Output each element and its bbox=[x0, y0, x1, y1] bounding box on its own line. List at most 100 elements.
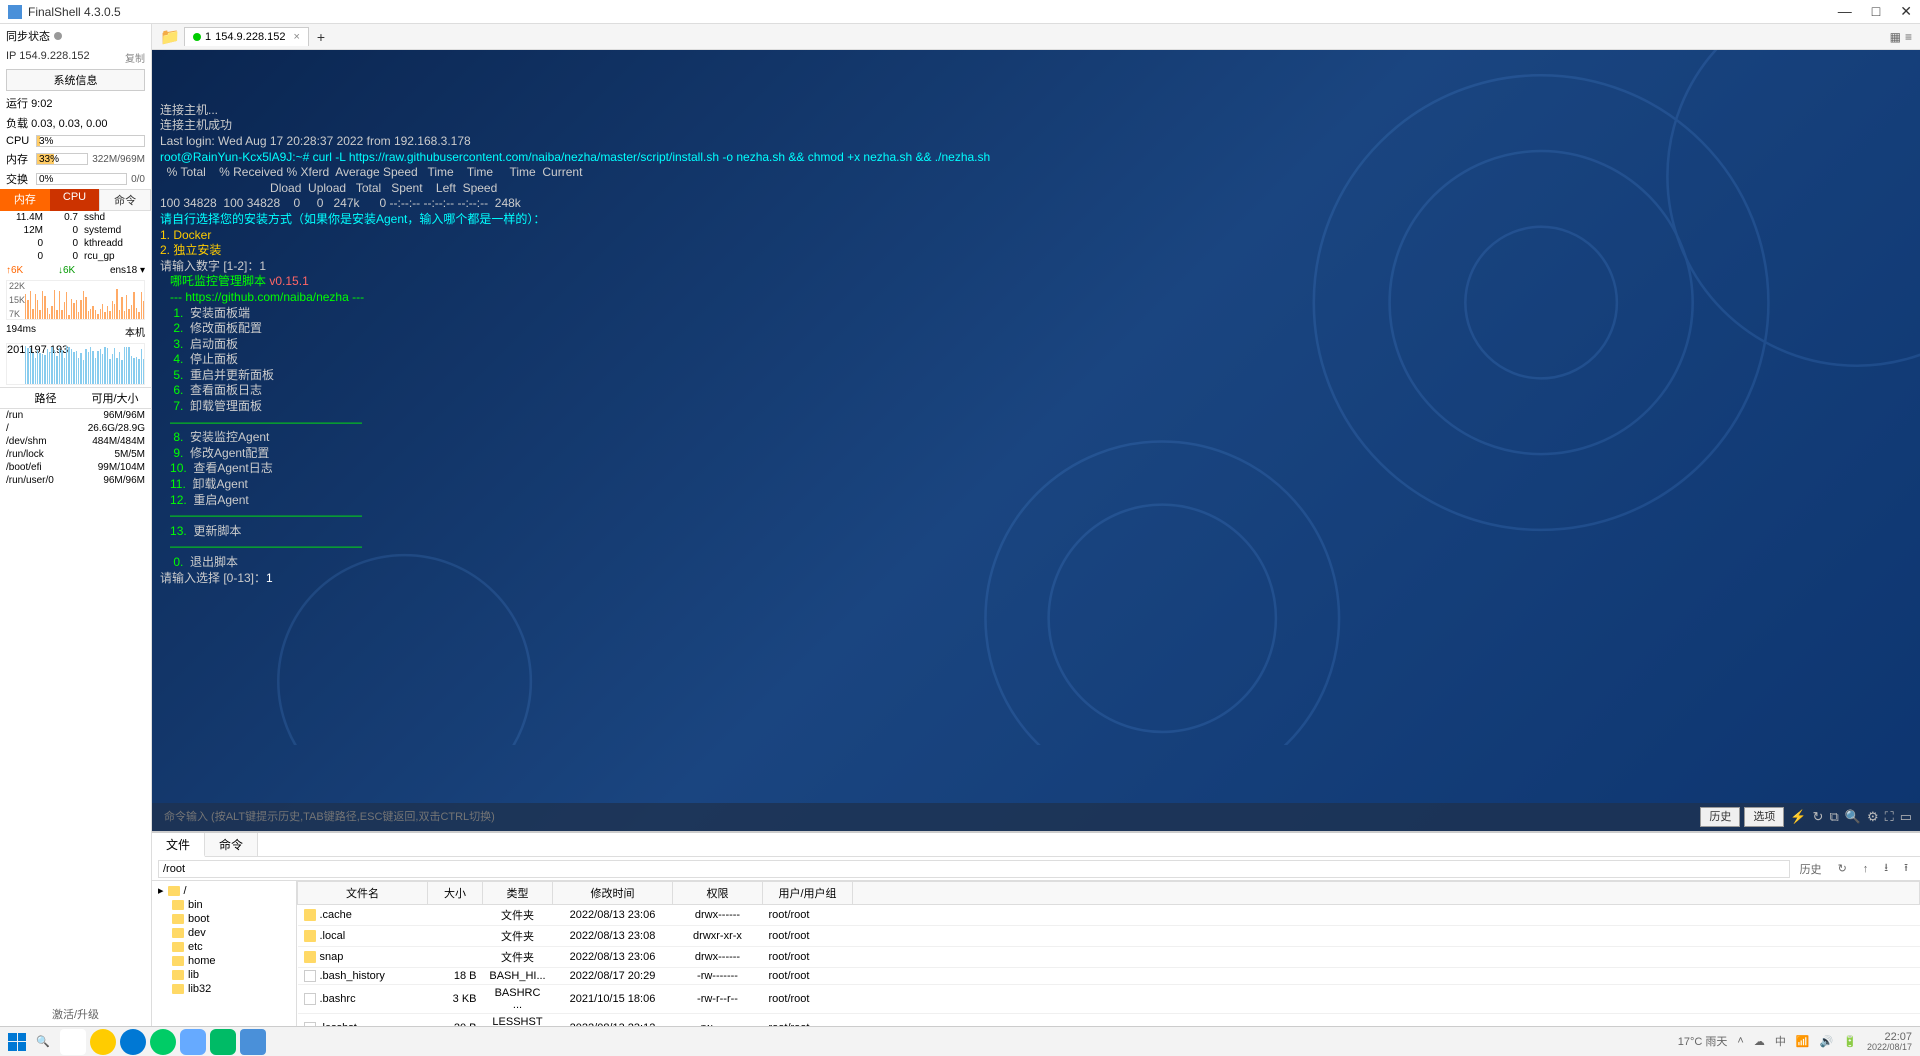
mem-bar: 33% bbox=[36, 153, 88, 165]
lightning-icon[interactable]: ⚡ bbox=[1790, 809, 1806, 826]
ime-icon[interactable]: 中 bbox=[1775, 1033, 1786, 1049]
cpu-row: CPU 3% bbox=[0, 133, 151, 149]
app-title: FinalShell 4.3.0.5 bbox=[28, 5, 121, 19]
history-button[interactable]: 历史 bbox=[1700, 807, 1740, 827]
download-icon[interactable]: ⭳ bbox=[1878, 857, 1894, 880]
uptime-row: 运行 9:02 bbox=[0, 93, 151, 113]
titlebar: FinalShell 4.3.0.5 — □ ✕ bbox=[0, 0, 1920, 24]
process-row[interactable]: 11.4M0.7sshd bbox=[0, 211, 151, 224]
tab-close-icon[interactable]: × bbox=[293, 31, 299, 43]
tab-commands[interactable]: 命令 bbox=[205, 833, 258, 856]
latency-header: 194ms 本机 bbox=[0, 322, 151, 341]
tab-cpu[interactable]: CPU bbox=[50, 189, 100, 211]
close-button[interactable]: ✕ bbox=[1900, 3, 1912, 20]
maximize-button[interactable]: □ bbox=[1872, 3, 1880, 20]
up-icon[interactable]: ↑ bbox=[1857, 861, 1875, 877]
col-perm[interactable]: 权限 bbox=[673, 882, 763, 905]
wifi-icon[interactable]: 📶 bbox=[1796, 1035, 1810, 1048]
file-row[interactable]: .cache文件夹2022/08/13 23:06drwx------root/… bbox=[298, 905, 1920, 926]
process-table: 11.4M0.7sshd12M0systemd00kthreadd00rcu_g… bbox=[0, 211, 151, 263]
onedrive-icon[interactable]: ☁ bbox=[1754, 1035, 1765, 1048]
folder-icon[interactable]: 📁 bbox=[158, 27, 182, 47]
search-icon[interactable]: 🔍 bbox=[1845, 809, 1861, 826]
file-row[interactable]: .bash_history18 BBASH_HI...2022/08/17 20… bbox=[298, 968, 1920, 985]
disk-row[interactable]: /run/user/096M/96M bbox=[0, 474, 151, 487]
col-type[interactable]: 类型 bbox=[483, 882, 553, 905]
process-row[interactable]: 00kthreadd bbox=[0, 237, 151, 250]
copy-link[interactable]: 复制 bbox=[125, 50, 145, 65]
command-bar: 历史 选项 ⚡ ↻ ⧉ 🔍 ⚙ ⛶ ▭ bbox=[152, 803, 1920, 831]
tab-label: 154.9.228.152 bbox=[215, 31, 285, 43]
bottom-panel: 文件 命令 /root 历史 ↻ ↑ ⭳ ⭱ ▸ / bin boot dev … bbox=[152, 831, 1920, 1026]
tree-item[interactable]: lib bbox=[158, 968, 290, 982]
taskbar-app-icon[interactable] bbox=[210, 1029, 236, 1055]
taskbar-app-icon[interactable] bbox=[90, 1029, 116, 1055]
copy-icon[interactable]: ⧉ bbox=[1829, 809, 1838, 826]
expand-icon[interactable]: ⛶ bbox=[1885, 809, 1894, 826]
file-row[interactable]: snap文件夹2022/08/13 23:06drwx------root/ro… bbox=[298, 947, 1920, 968]
tab-files[interactable]: 文件 bbox=[152, 833, 205, 857]
search-icon[interactable]: 🔍 bbox=[36, 1035, 50, 1048]
net-interface[interactable]: ens18 ▾ bbox=[110, 265, 145, 276]
ip-row: IP 154.9.228.152 复制 bbox=[0, 48, 151, 67]
edge-icon[interactable] bbox=[120, 1029, 146, 1055]
tray-chevron-icon[interactable]: ˄ bbox=[1737, 1035, 1743, 1047]
tree-item[interactable]: lib32 bbox=[158, 982, 290, 996]
refresh-icon[interactable]: ↻ bbox=[1832, 860, 1853, 877]
tree-item[interactable]: bin bbox=[158, 898, 290, 912]
command-input[interactable] bbox=[160, 807, 1696, 827]
refresh-icon[interactable]: ↻ bbox=[1813, 809, 1824, 826]
col-size[interactable]: 大小 bbox=[428, 882, 483, 905]
latency-value: 194ms bbox=[6, 324, 36, 339]
col-mtime[interactable]: 修改时间 bbox=[553, 882, 673, 905]
clock[interactable]: 22:07 2022/08/17 bbox=[1867, 1031, 1912, 1053]
tree-item[interactable]: etc bbox=[158, 940, 290, 954]
tree-item[interactable]: home bbox=[158, 954, 290, 968]
finalshell-taskbar-icon[interactable] bbox=[240, 1029, 266, 1055]
disk-row[interactable]: /run96M/96M bbox=[0, 409, 151, 422]
taskbar-app-icon[interactable] bbox=[60, 1029, 86, 1055]
tree-item[interactable]: ▸ / bbox=[158, 883, 290, 898]
tab-memory[interactable]: 内存 bbox=[0, 189, 50, 211]
ip-label: IP bbox=[6, 50, 16, 62]
session-tab[interactable]: 1 154.9.228.152 × bbox=[184, 27, 309, 46]
ip-value: 154.9.228.152 bbox=[19, 50, 89, 62]
system-tray: 17°C 雨天 ˄ ☁ 中 📶 🔊 🔋 22:07 2022/08/17 bbox=[1678, 1031, 1912, 1053]
taskbar-app-icon[interactable] bbox=[150, 1029, 176, 1055]
weather-widget[interactable]: 17°C 雨天 bbox=[1678, 1033, 1728, 1049]
tab-command[interactable]: 命令 bbox=[99, 189, 151, 211]
disk-row[interactable]: /boot/efi99M/104M bbox=[0, 461, 151, 474]
terminal[interactable]: 连接主机...连接主机成功Last login: Wed Aug 17 20:2… bbox=[152, 50, 1920, 831]
sync-status: 同步状态 bbox=[0, 24, 151, 48]
options-button[interactable]: 选项 bbox=[1744, 807, 1784, 827]
disk-row[interactable]: /26.6G/28.9G bbox=[0, 422, 151, 435]
disk-row[interactable]: /run/lock5M/5M bbox=[0, 448, 151, 461]
sysinfo-button[interactable]: 系统信息 bbox=[6, 69, 145, 91]
disk-header: 路径 可用/大小 bbox=[0, 387, 151, 409]
swap-row: 交换 0% 0/0 bbox=[0, 169, 151, 189]
activate-link[interactable]: 激活/升级 bbox=[0, 1002, 151, 1026]
file-row[interactable]: .lesshst20 BLESSHST ...2022/08/13 23:12-… bbox=[298, 1014, 1920, 1026]
file-row[interactable]: .local文件夹2022/08/13 23:08drwxr-xr-xroot/… bbox=[298, 926, 1920, 947]
minimize-button[interactable]: — bbox=[1838, 3, 1852, 20]
fullscreen-icon[interactable]: ▭ bbox=[1900, 809, 1912, 826]
taskbar-app-icon[interactable] bbox=[180, 1029, 206, 1055]
path-input[interactable]: /root bbox=[158, 860, 1790, 878]
upload-icon[interactable]: ⭱ bbox=[1898, 857, 1914, 880]
col-owner[interactable]: 用户/用户组 bbox=[763, 882, 853, 905]
new-tab-button[interactable]: + bbox=[317, 29, 325, 45]
menu-icon[interactable]: ≡ bbox=[1905, 30, 1912, 44]
process-row[interactable]: 00rcu_gp bbox=[0, 250, 151, 263]
file-row[interactable]: .bashrc3 KBBASHRC ...2021/10/15 18:06-rw… bbox=[298, 985, 1920, 1014]
col-name[interactable]: 文件名 bbox=[298, 882, 428, 905]
grid-view-icon[interactable]: ▦ bbox=[1890, 30, 1901, 44]
gear-icon[interactable]: ⚙ bbox=[1867, 809, 1879, 826]
start-button[interactable] bbox=[8, 1033, 26, 1051]
battery-icon[interactable]: 🔋 bbox=[1843, 1035, 1857, 1048]
process-row[interactable]: 12M0systemd bbox=[0, 224, 151, 237]
disk-row[interactable]: /dev/shm484M/484M bbox=[0, 435, 151, 448]
tree-item[interactable]: dev bbox=[158, 926, 290, 940]
history-dropdown[interactable]: 历史 bbox=[1794, 859, 1828, 879]
tree-item[interactable]: boot bbox=[158, 912, 290, 926]
volume-icon[interactable]: 🔊 bbox=[1820, 1035, 1834, 1048]
